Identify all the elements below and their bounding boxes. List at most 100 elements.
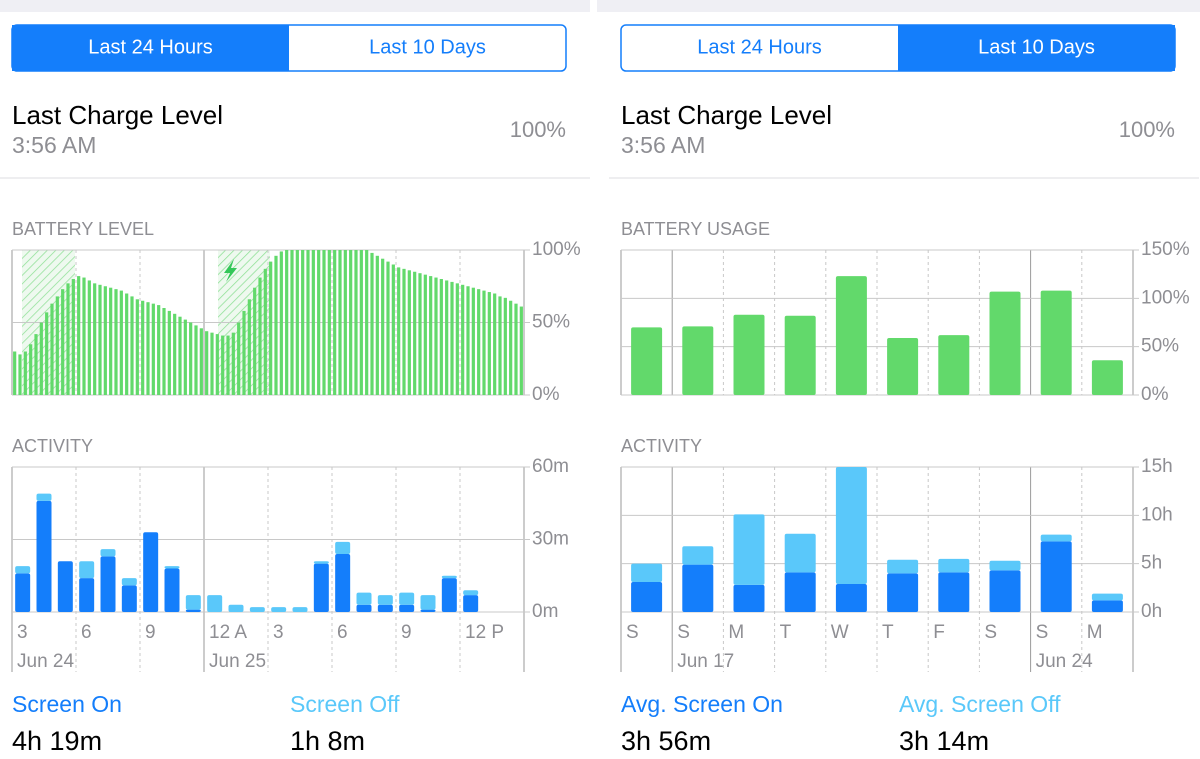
- battery-bar: [39, 322, 43, 395]
- battery-bar: [835, 276, 867, 395]
- battery-bar: [514, 303, 518, 395]
- x-label: 9: [145, 622, 156, 643]
- segment-label[interactable]: Last 10 Days: [978, 36, 1095, 58]
- activity-bar: [441, 575, 457, 579]
- battery-bar: [130, 296, 134, 395]
- x-label: 12 A: [209, 622, 247, 643]
- activity-bar: [185, 609, 201, 612]
- activity-bar: [377, 604, 393, 612]
- segment-label[interactable]: Last 10 Days: [369, 36, 486, 58]
- battery-bar: [237, 322, 241, 395]
- battery-bar: [231, 332, 235, 395]
- activity-bar: [399, 604, 415, 612]
- summary-label: Screen Off: [290, 691, 400, 717]
- y-tick-label: 0h: [1141, 601, 1162, 622]
- battery-bar: [199, 328, 203, 395]
- y-tick-label: 50%: [1141, 336, 1179, 357]
- charge-icon: [224, 259, 237, 282]
- segment[interactable]: [289, 25, 566, 71]
- battery-bar: [989, 291, 1021, 395]
- activity-bar: [335, 541, 351, 554]
- activity-bar: [682, 564, 714, 612]
- battery-bar: [290, 250, 294, 395]
- battery-bar: [466, 286, 470, 395]
- segment-label[interactable]: Last 24 Hours: [88, 36, 213, 58]
- activity-bar: [249, 607, 265, 612]
- charge-time: 3:56 AM: [621, 132, 705, 158]
- battery-bar: [71, 279, 75, 395]
- segment[interactable]: [12, 25, 289, 71]
- battery-bar: [733, 314, 765, 395]
- activity-bar: [989, 570, 1021, 612]
- y-tick-label: 100%: [1141, 287, 1190, 308]
- top-strip: [0, 0, 590, 12]
- battery-bar: [482, 290, 486, 395]
- battery-bar: [503, 297, 507, 395]
- x-label: 9: [401, 622, 412, 643]
- battery-bar: [226, 335, 230, 395]
- activity-bar: [79, 578, 95, 612]
- activity-bar: [207, 595, 223, 612]
- charge-title: Last Charge Level: [621, 100, 832, 130]
- summary-label: Avg. Screen Off: [899, 691, 1061, 717]
- activity-bar: [100, 549, 116, 557]
- activity-bar: [15, 566, 31, 574]
- battery-bar: [397, 267, 401, 395]
- x-label: S: [984, 622, 997, 643]
- battery-bar: [23, 351, 27, 395]
- activity-bar: [356, 604, 372, 612]
- summary-value: 4h 19m: [12, 726, 102, 756]
- charge-level: 100%: [510, 117, 566, 142]
- battery-bar: [450, 281, 454, 395]
- battery-bar: [402, 268, 406, 395]
- segment-border: [620, 24, 1176, 72]
- battery-bar: [338, 250, 342, 395]
- battery-bar: [87, 280, 91, 395]
- segment[interactable]: [621, 25, 898, 71]
- segment[interactable]: [898, 25, 1175, 71]
- battery-bar: [365, 250, 369, 395]
- activity-bar: [682, 546, 714, 565]
- activity-bar: [228, 604, 244, 612]
- activity-bar: [1040, 541, 1072, 612]
- date-label: Jun 24: [1036, 651, 1093, 672]
- section-title: ACTIVITY: [621, 436, 702, 456]
- x-label: 3: [273, 622, 284, 643]
- battery-bar: [173, 313, 177, 395]
- battery-bar: [146, 302, 150, 395]
- battery-bar: [61, 289, 65, 395]
- date-label: Jun 24: [17, 651, 74, 672]
- battery-bar: [141, 300, 145, 395]
- battery-bar: [519, 306, 523, 395]
- activity-bar: [1091, 600, 1123, 612]
- activity-bar: [733, 514, 765, 585]
- battery-bar: [167, 310, 171, 395]
- battery-bar: [887, 337, 919, 395]
- battery-bar: [381, 258, 385, 395]
- battery-bar: [375, 255, 379, 395]
- activity-bar: [1091, 593, 1123, 601]
- activity-bar: [121, 585, 137, 612]
- battery-bar: [439, 279, 443, 395]
- activity-bar: [835, 467, 867, 584]
- battery-bar: [423, 274, 427, 395]
- battery-bar: [322, 250, 326, 395]
- segment-label[interactable]: Last 24 Hours: [697, 36, 822, 58]
- activity-bar: [420, 595, 436, 610]
- battery-bar: [269, 261, 273, 395]
- battery-bar: [263, 268, 267, 395]
- activity-bar: [784, 533, 816, 573]
- activity-bar: [887, 573, 919, 612]
- summary-label: Avg. Screen On: [621, 691, 783, 717]
- battery-bar: [114, 289, 118, 395]
- battery-bar: [98, 284, 102, 395]
- y-tick-label: 0m: [532, 601, 558, 622]
- battery-bar: [242, 310, 246, 395]
- battery-bar: [247, 299, 251, 395]
- summary-value: 1h 8m: [290, 726, 365, 756]
- battery-bar: [445, 280, 449, 395]
- activity-bar: [100, 556, 116, 612]
- activity-bar: [164, 568, 180, 612]
- activity-bar: [36, 493, 52, 501]
- battery-bar: [370, 252, 374, 395]
